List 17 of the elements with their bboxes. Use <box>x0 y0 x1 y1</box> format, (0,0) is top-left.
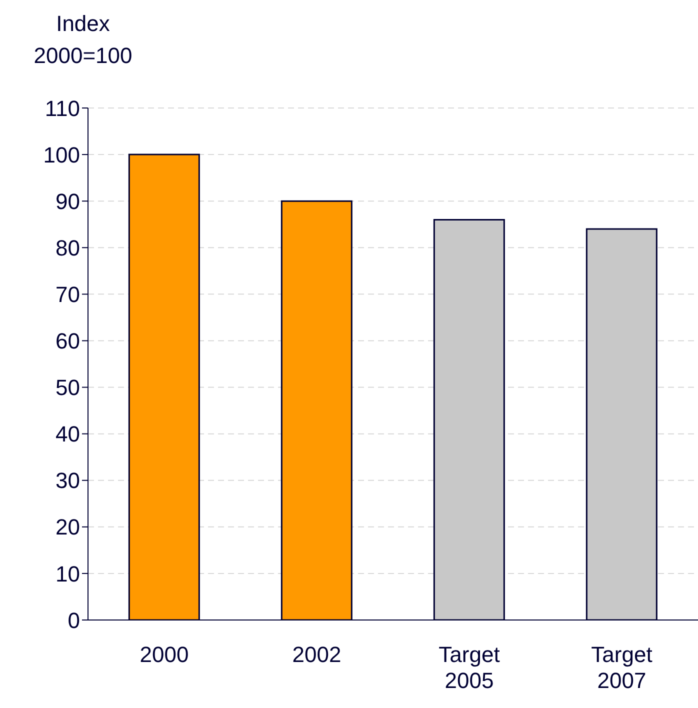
y-tick-label: 30 <box>56 468 80 494</box>
y-tick-label: 10 <box>56 561 80 586</box>
y-tick-label: 40 <box>56 422 80 447</box>
y-tick-label: 0 <box>68 608 80 633</box>
y-tick-label: 70 <box>56 282 80 307</box>
y-tick-label: 110 <box>44 96 80 121</box>
x-tick-label: Target 2005 <box>438 642 500 693</box>
x-tick-label: Target 2007 <box>591 642 652 693</box>
y-tick-label: 20 <box>56 514 80 540</box>
x-tick-label: 2000 <box>140 642 189 667</box>
y-tick-label: 80 <box>56 235 80 260</box>
x-tick-label: 2002 <box>292 642 342 667</box>
y-tick-label: 100 <box>43 142 80 168</box>
y-axis-title: Index 2000=100 <box>32 10 134 70</box>
y-tick-label: 60 <box>56 328 80 354</box>
y-tick-label: 50 <box>56 375 80 400</box>
y-tick-label: 90 <box>56 188 80 214</box>
